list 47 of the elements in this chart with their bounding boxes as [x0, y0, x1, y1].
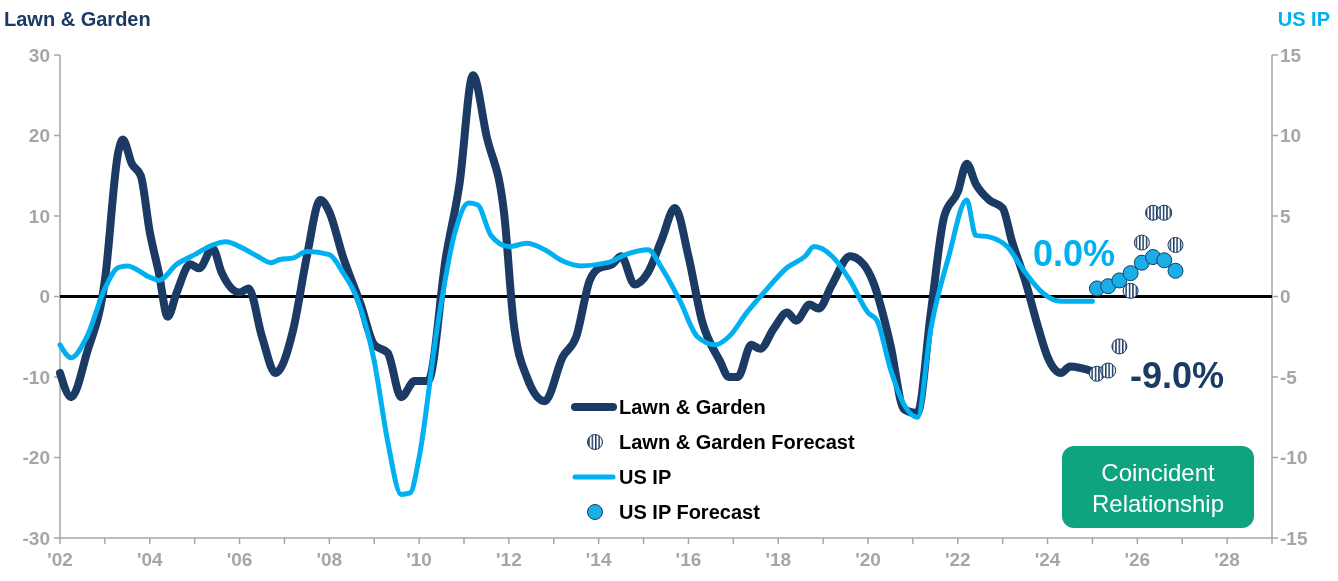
point [1122, 282, 1139, 299]
y-tick-label: -10 [22, 366, 50, 388]
y2-tick-label: 10 [1280, 125, 1302, 147]
point [1156, 204, 1173, 221]
x-tick-label: '08 [316, 549, 343, 570]
x-tick-label: '16 [675, 549, 702, 570]
x-tick-label: '26 [1124, 549, 1151, 570]
y2-tick-label: 15 [1280, 44, 1302, 66]
annotation: -9.0% [1130, 355, 1225, 396]
y-tick-label: 30 [28, 44, 50, 66]
annotation: 0.0% [1033, 233, 1116, 274]
legend-label: Lawn & Garden Forecast [619, 431, 855, 453]
y-tick-label: -20 [22, 447, 50, 469]
legend-label: Lawn & Garden [619, 396, 766, 418]
x-tick-label: '24 [1034, 549, 1061, 570]
x-tick-label: '20 [855, 549, 881, 570]
legend-label: US IP [619, 466, 672, 488]
point [1167, 262, 1184, 279]
y2-tick-label: -15 [1280, 527, 1308, 549]
point [1133, 234, 1150, 251]
point [1100, 362, 1117, 379]
x-tick-label: '18 [765, 549, 792, 570]
x-tick-label: '06 [226, 549, 253, 570]
point [1156, 252, 1173, 269]
y2-axis-title: US IP [1277, 8, 1330, 30]
y-tick-label: 20 [28, 125, 50, 147]
y2-tick-label: 0 [1280, 286, 1291, 308]
point [1111, 338, 1128, 355]
x-tick-label: '12 [496, 549, 522, 570]
y-tick-label: 10 [28, 205, 50, 227]
y2-tick-label: -5 [1280, 366, 1298, 388]
x-tick-label: '02 [47, 549, 73, 570]
y-tick-label: 0 [39, 286, 50, 308]
y-tick-label: -30 [22, 527, 50, 549]
y-axis-title: Lawn & Garden [4, 8, 151, 30]
annotation: Coincident Relationship [1091, 459, 1225, 517]
point [1167, 236, 1184, 253]
y2-tick-label: -10 [1280, 447, 1308, 469]
x-tick-label: '04 [136, 549, 164, 570]
y2-tick-label: 5 [1280, 205, 1291, 227]
x-tick-label: '14 [585, 549, 612, 570]
x-tick-label: '22 [944, 549, 971, 570]
point [1111, 272, 1128, 289]
point [1122, 265, 1139, 282]
legend-label: US IP Forecast [619, 501, 761, 523]
x-tick-label: '28 [1214, 549, 1240, 570]
x-tick-label: '10 [406, 549, 432, 570]
